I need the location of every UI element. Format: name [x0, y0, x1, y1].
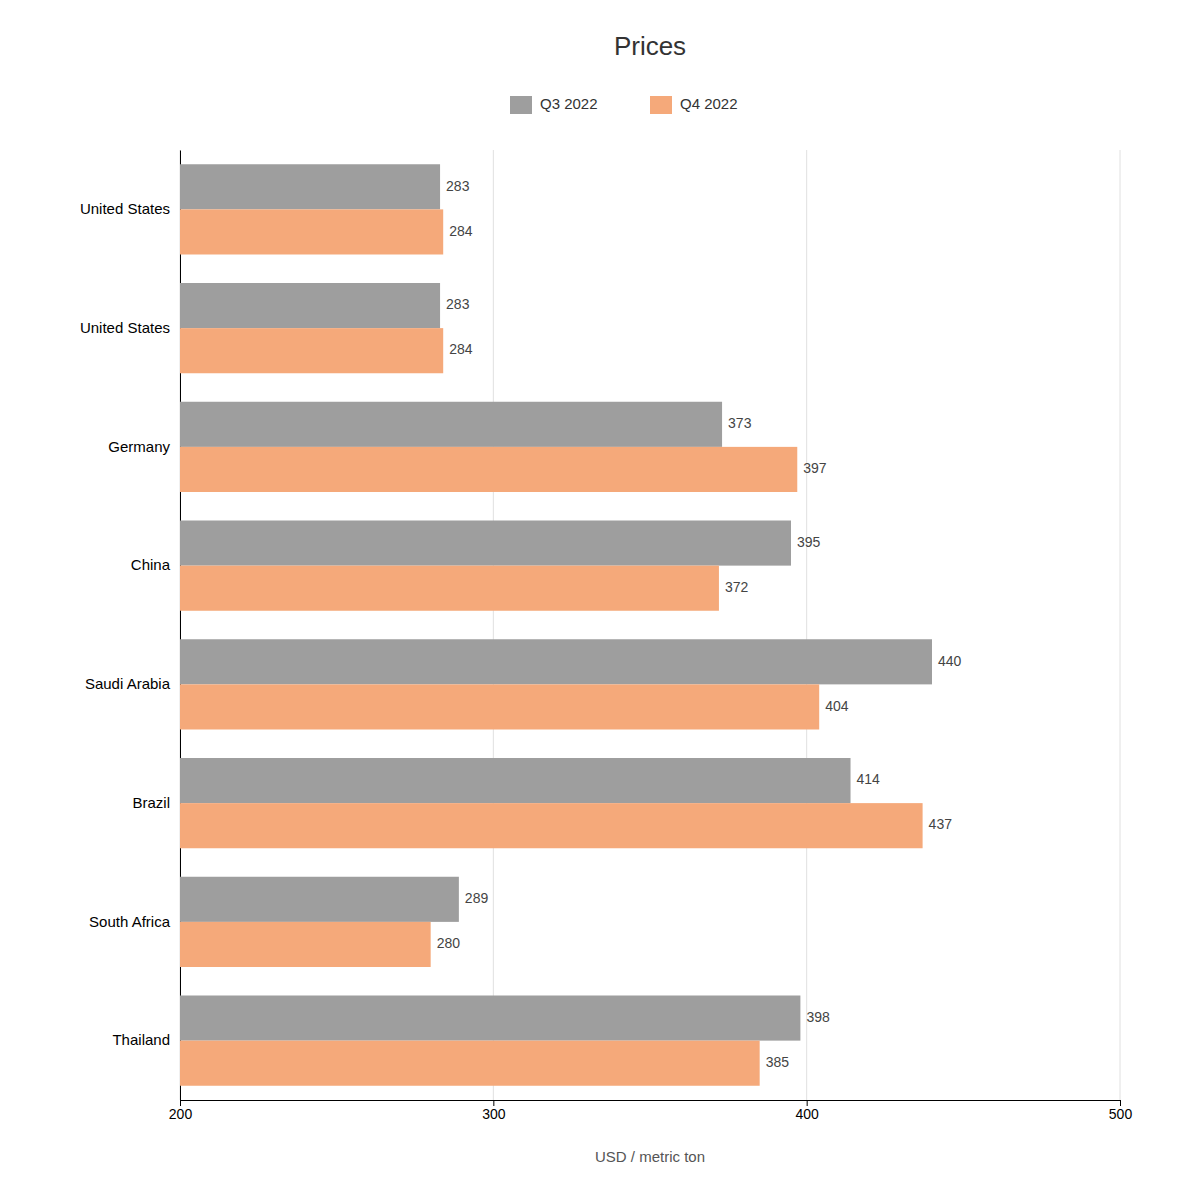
- x-tick: 200: [169, 1100, 193, 1122]
- y-tick-label: South Africa: [89, 913, 171, 930]
- y-tick-label: Germany: [108, 438, 170, 455]
- legend-label: Q4 2022: [680, 95, 738, 112]
- data-label: 283: [446, 178, 470, 194]
- bar: [180, 566, 719, 611]
- data-label: 414: [857, 771, 881, 787]
- grid-line: [1120, 150, 1121, 1100]
- y-tick: United States: [80, 200, 170, 217]
- y-tick-label: United States: [80, 200, 170, 217]
- data-label: 437: [929, 816, 953, 832]
- y-tick-label: Brazil: [132, 794, 170, 811]
- bar: [180, 402, 722, 447]
- data-label: 283: [446, 296, 470, 312]
- legend-item: Q3 2022: [510, 95, 598, 114]
- y-axis: United States United States Germany China Sa…: [80, 151, 181, 1101]
- grid-line: [493, 150, 494, 1100]
- bar: [180, 684, 819, 729]
- data-label: 397: [803, 460, 827, 476]
- bar: [180, 803, 923, 848]
- bar-series: [180, 164, 932, 1040]
- y-tick-label: China: [131, 556, 171, 573]
- chart-svg: 200 300 400 500 United States United States Ge…: [0, 0, 1200, 1200]
- legend-label: Q3 2022: [540, 95, 598, 112]
- bar: [180, 922, 431, 967]
- legend-swatch: [510, 96, 532, 114]
- data-label: 373: [728, 415, 752, 431]
- bar: [180, 758, 851, 803]
- bar: [180, 209, 443, 254]
- data-label: 289: [465, 890, 489, 906]
- y-tick: Thailand: [112, 1031, 170, 1048]
- y-tick: Germany: [108, 438, 170, 455]
- x-tick-label: 300: [482, 1106, 506, 1122]
- bar: [180, 283, 440, 328]
- y-tick: Saudi Arabia: [85, 675, 171, 692]
- chart-container: 200 300 400 500 United States United States Ge…: [0, 0, 1200, 1200]
- bar-series: [180, 209, 923, 1085]
- y-tick: China: [131, 556, 171, 573]
- data-label: 280: [437, 935, 461, 951]
- bars: [180, 164, 932, 1086]
- data-label: 395: [797, 534, 821, 550]
- y-tick-label: Saudi Arabia: [85, 675, 171, 692]
- data-label: 385: [766, 1054, 790, 1070]
- bar: [180, 639, 932, 684]
- data-label: 284: [449, 223, 473, 239]
- bar: [180, 1041, 760, 1086]
- data-label: 284: [449, 341, 473, 357]
- y-tick-label: United States: [80, 319, 170, 336]
- legend: Q3 2022 Q4 2022: [510, 95, 738, 114]
- bar: [180, 328, 443, 373]
- x-tick: 300: [482, 1100, 506, 1122]
- legend-swatch: [650, 96, 672, 114]
- y-tick: United States: [80, 319, 170, 336]
- x-axis-line: [181, 1101, 1121, 1107]
- y-tick: Brazil: [132, 794, 170, 811]
- grid: [180, 150, 1120, 1100]
- x-tick-label: 400: [795, 1106, 819, 1122]
- y-tick: South Africa: [89, 913, 171, 930]
- x-tick: 500: [1109, 1100, 1133, 1122]
- data-label: 398: [806, 1009, 830, 1025]
- legend-item: Q4 2022: [650, 95, 738, 114]
- bar: [180, 521, 791, 566]
- data-label: 404: [825, 698, 849, 714]
- data-labels: 283 283 373 395 440 414 289 398 284 284 397 372 404 4…: [437, 178, 962, 1070]
- grid-line: [806, 150, 807, 1100]
- y-tick-label: Thailand: [112, 1031, 170, 1048]
- chart-title: Prices: [614, 31, 686, 61]
- bar: [180, 447, 797, 492]
- data-label: 372: [725, 579, 749, 595]
- bar: [180, 996, 800, 1041]
- data-label: 440: [938, 653, 962, 669]
- x-tick-label: 500: [1109, 1106, 1133, 1122]
- plot-area: 200 300 400 500 United States United States Ge…: [80, 150, 1132, 1122]
- x-axis-title: USD / metric ton: [595, 1148, 705, 1165]
- x-axis: 200 300 400 500: [169, 1100, 1133, 1122]
- x-tick: 400: [795, 1100, 819, 1122]
- x-tick-label: 200: [169, 1106, 193, 1122]
- bar: [180, 877, 459, 922]
- bar: [180, 164, 440, 209]
